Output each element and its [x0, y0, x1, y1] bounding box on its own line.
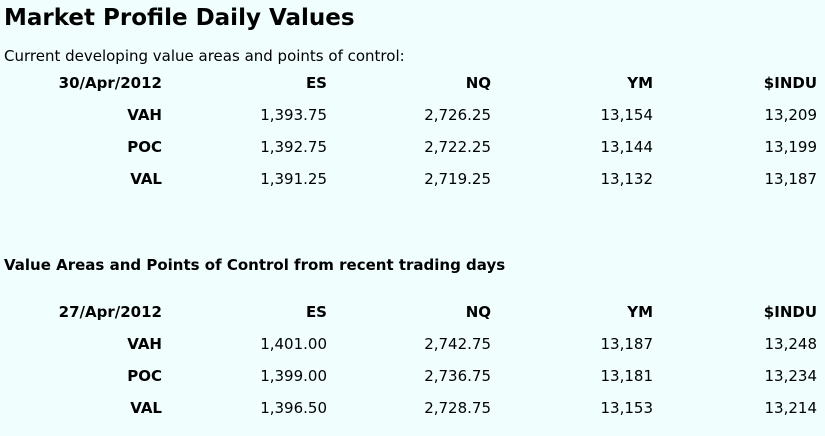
table-cell: 13,181: [600, 367, 654, 385]
row-label-poc: POC: [127, 367, 162, 385]
current-values-table: 30/Apr/2012 ES NQ YM $INDU VAH 1,393.75 …: [4, 67, 817, 195]
table-cell: 2,742.75: [424, 335, 491, 353]
column-header-ym: YM: [627, 303, 653, 321]
table-date: 30/Apr/2012: [58, 74, 162, 92]
column-header-ym: YM: [627, 74, 653, 92]
table-cell: 13,199: [764, 138, 818, 156]
table-row: VAL 1,396.50 2,728.75 13,153 13,214: [4, 392, 817, 424]
table-cell: 1,391.25: [260, 170, 327, 188]
table-cell: 2,722.25: [424, 138, 491, 156]
recent-values-table: 27/Apr/2012 ES NQ YM $INDU VAH 1,401.00 …: [4, 296, 817, 424]
table-cell: 1,396.50: [260, 399, 327, 417]
recent-section-heading: Value Areas and Points of Control from r…: [4, 256, 506, 274]
table-row: VAL 1,391.25 2,719.25 13,132 13,187: [4, 163, 817, 195]
table-cell: 13,153: [600, 399, 654, 417]
table-row: POC 1,392.75 2,722.25 13,144 13,199: [4, 131, 817, 163]
table-cell: 1,393.75: [260, 106, 327, 124]
row-label-val: VAL: [130, 170, 162, 188]
row-label-vah: VAH: [127, 335, 162, 353]
row-label-val: VAL: [130, 399, 162, 417]
table-cell: 13,187: [764, 170, 818, 188]
column-header-es: ES: [305, 74, 327, 92]
table-row: POC 1,399.00 2,736.75 13,181 13,234: [4, 360, 817, 392]
table-header-row: 30/Apr/2012 ES NQ YM $INDU: [4, 67, 817, 99]
table-cell: 2,726.25: [424, 106, 491, 124]
column-header-indu: $INDU: [763, 303, 817, 321]
table-cell: 1,392.75: [260, 138, 327, 156]
table-cell: 1,399.00: [260, 367, 327, 385]
row-label-poc: POC: [127, 138, 162, 156]
table-cell: 13,248: [764, 335, 818, 353]
table-cell: 13,187: [600, 335, 654, 353]
table-cell: 2,728.75: [424, 399, 491, 417]
table-row: VAH 1,401.00 2,742.75 13,187 13,248: [4, 328, 817, 360]
table-cell: 13,154: [600, 106, 654, 124]
table-cell: 2,719.25: [424, 170, 491, 188]
column-header-indu: $INDU: [763, 74, 817, 92]
column-header-es: ES: [305, 303, 327, 321]
page-title: Market Profile Daily Values: [4, 5, 355, 31]
table-header-row: 27/Apr/2012 ES NQ YM $INDU: [4, 296, 817, 328]
table-cell: 2,736.75: [424, 367, 491, 385]
column-header-nq: NQ: [465, 74, 491, 92]
table-cell: 13,132: [600, 170, 654, 188]
table-date: 27/Apr/2012: [58, 303, 162, 321]
row-label-vah: VAH: [127, 106, 162, 124]
table-cell: 13,144: [600, 138, 654, 156]
table-cell: 13,209: [764, 106, 818, 124]
table-cell: 1,401.00: [260, 335, 327, 353]
table-cell: 13,234: [764, 367, 818, 385]
table-row: VAH 1,393.75 2,726.25 13,154 13,209: [4, 99, 817, 131]
column-header-nq: NQ: [465, 303, 491, 321]
table-cell: 13,214: [764, 399, 818, 417]
current-section-subtitle: Current developing value areas and point…: [4, 47, 405, 65]
